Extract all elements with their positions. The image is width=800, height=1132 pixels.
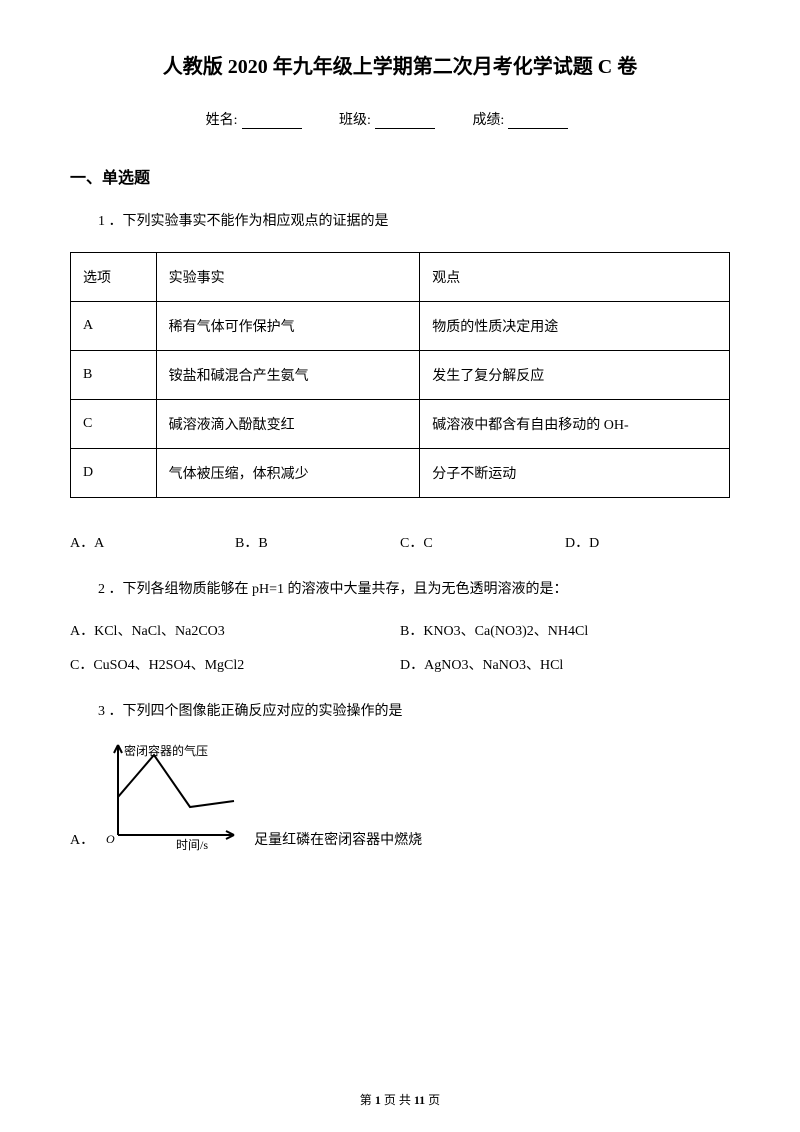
question-3-text: 3 ．下列四个图像能正确反应对应的实验操作的是 bbox=[98, 700, 730, 724]
question-1-options: A．A B．B C．C D．D bbox=[70, 532, 730, 552]
info-line: 姓名: 班级: 成绩: bbox=[70, 109, 730, 129]
footer-mid: 页 共 bbox=[381, 1093, 414, 1107]
table-cell: C bbox=[71, 399, 157, 448]
table-cell: 分子不断运动 bbox=[420, 448, 730, 497]
question-2-options-row2: C．CuSO4、H2SO4、MgCl2 D．AgNO3、NaNO3、HCl bbox=[70, 654, 730, 674]
option-d: D．D bbox=[565, 532, 730, 552]
table-cell: 物质的性质决定用途 bbox=[420, 301, 730, 350]
option-a-desc: 足量红磷在密闭容器中燃烧 bbox=[254, 829, 422, 853]
name-blank bbox=[242, 115, 302, 129]
page-title: 人教版 2020 年九年级上学期第二次月考化学试题 C 卷 bbox=[70, 50, 730, 79]
table-cell: 气体被压缩，体积减少 bbox=[156, 448, 420, 497]
option-c: C．CuSO4、H2SO4、MgCl2 bbox=[70, 654, 400, 674]
svg-text:密闭容器的气压: 密闭容器的气压 bbox=[124, 743, 208, 758]
question-2-text: 2 ．下列各组物质能够在 pH=1 的溶液中大量共存，且为无色透明溶液的是： bbox=[98, 578, 730, 602]
table-row: B 铵盐和碱混合产生氨气 发生了复分解反应 bbox=[71, 350, 730, 399]
table-row: A 稀有气体可作保护气 物质的性质决定用途 bbox=[71, 301, 730, 350]
name-label: 姓名: bbox=[206, 113, 238, 128]
option-c: C．C bbox=[400, 532, 565, 552]
table-cell: A bbox=[71, 301, 157, 350]
class-label: 班级: bbox=[339, 113, 371, 128]
score-label: 成绩: bbox=[472, 113, 504, 128]
question-3-option-a: A． 密闭容器的气压 O 时间/s 足量红磷在密闭容器中燃烧 bbox=[70, 741, 730, 853]
table-cell: 碱溶液中都含有自由移动的 OH- bbox=[420, 399, 730, 448]
question-2-options-row1: A．KCl、NaCl、Na2CO3 B．KNO3、Ca(NO3)2、NH4Cl bbox=[70, 620, 730, 640]
pressure-time-chart: 密闭容器的气压 O 时间/s bbox=[102, 741, 240, 853]
table-header-cell: 实验事实 bbox=[156, 252, 420, 301]
footer-total: 11 bbox=[414, 1093, 425, 1107]
table-header-cell: 观点 bbox=[420, 252, 730, 301]
table-row: D 气体被压缩，体积减少 分子不断运动 bbox=[71, 448, 730, 497]
option-a-letter: A． bbox=[70, 829, 94, 853]
table-cell: 稀有气体可作保护气 bbox=[156, 301, 420, 350]
table-cell: 碱溶液滴入酚酞变红 bbox=[156, 399, 420, 448]
table-cell: D bbox=[71, 448, 157, 497]
footer-prefix: 第 bbox=[360, 1093, 375, 1107]
question-1-text: 1 ．下列实验事实不能作为相应观点的证据的是 bbox=[98, 210, 730, 234]
option-b: B．B bbox=[235, 532, 400, 552]
table-cell: 发生了复分解反应 bbox=[420, 350, 730, 399]
option-a: A．A bbox=[70, 532, 235, 552]
option-a: A．KCl、NaCl、Na2CO3 bbox=[70, 620, 400, 640]
option-d: D．AgNO3、NaNO3、HCl bbox=[400, 654, 730, 674]
option-b: B．KNO3、Ca(NO3)2、NH4Cl bbox=[400, 620, 730, 640]
table-header-row: 选项 实验事实 观点 bbox=[71, 252, 730, 301]
page-footer: 第 1 页 共 11 页 bbox=[0, 1091, 800, 1108]
table-cell: 铵盐和碱混合产生氨气 bbox=[156, 350, 420, 399]
section-heading: 一、单选题 bbox=[70, 164, 730, 188]
svg-text:时间/s: 时间/s bbox=[176, 838, 208, 852]
table-row: C 碱溶液滴入酚酞变红 碱溶液中都含有自由移动的 OH- bbox=[71, 399, 730, 448]
question-1-table: 选项 实验事实 观点 A 稀有气体可作保护气 物质的性质决定用途 B 铵盐和碱混… bbox=[70, 252, 730, 498]
table-cell: B bbox=[71, 350, 157, 399]
footer-suffix: 页 bbox=[425, 1093, 440, 1107]
svg-text:O: O bbox=[106, 832, 115, 846]
score-blank bbox=[508, 115, 568, 129]
table-header-cell: 选项 bbox=[71, 252, 157, 301]
class-blank bbox=[375, 115, 435, 129]
